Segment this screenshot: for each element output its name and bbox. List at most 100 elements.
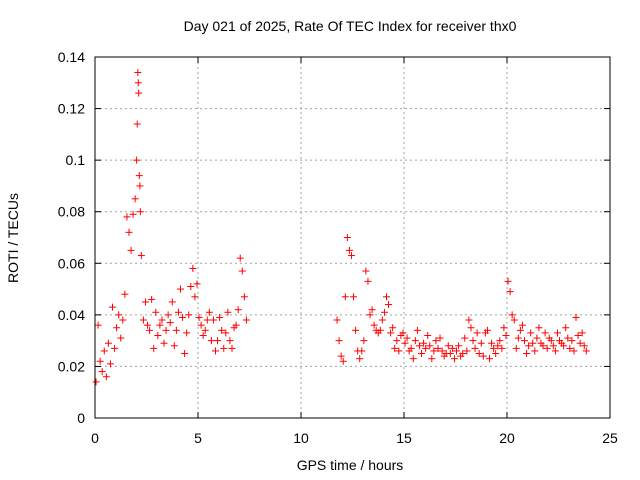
data-point — [518, 321, 526, 329]
data-point — [238, 267, 246, 275]
data-point — [205, 308, 213, 316]
data-point — [139, 316, 147, 324]
data-point — [345, 246, 353, 254]
data-point — [463, 347, 471, 355]
data-point — [170, 342, 178, 350]
data-point — [350, 293, 358, 301]
data-point — [195, 313, 203, 321]
data-point — [512, 344, 520, 352]
data-point — [455, 342, 463, 350]
data-point — [533, 334, 541, 342]
data-point — [572, 313, 580, 321]
data-point — [98, 368, 106, 376]
data-point — [475, 350, 483, 358]
y-tick-label: 0.02 — [58, 358, 85, 374]
data-point — [176, 285, 184, 293]
data-point — [479, 352, 487, 360]
data-point — [496, 337, 504, 345]
x-tick-label: 20 — [499, 430, 515, 446]
data-point — [461, 334, 469, 342]
data-point — [137, 252, 145, 260]
data-point — [214, 337, 222, 345]
data-point — [448, 344, 456, 352]
data-point — [232, 321, 240, 329]
data-point — [150, 344, 158, 352]
data-point — [498, 344, 506, 352]
data-point — [370, 321, 378, 329]
data-point — [158, 316, 166, 324]
data-point — [510, 316, 518, 324]
data-point — [450, 355, 458, 363]
data-point — [352, 326, 360, 334]
x-tick-label: 5 — [194, 430, 202, 446]
y-axis-title: ROTI / TECUs — [5, 193, 21, 283]
data-point — [531, 347, 539, 355]
data-point — [415, 342, 423, 350]
data-point — [127, 246, 135, 254]
data-point — [508, 311, 516, 319]
data-point — [570, 347, 578, 355]
data-point — [574, 331, 582, 339]
y-axis-ticks: 0 0.02 0.04 0.06 0.08 0.1 0.12 0.14 — [58, 49, 610, 426]
chart-title: Day 021 of 2025, Rate Of TEC Index for r… — [184, 18, 517, 34]
data-point — [535, 324, 543, 332]
data-point — [467, 324, 475, 332]
data-point — [183, 329, 191, 337]
y-tick-label: 0.08 — [58, 204, 85, 220]
data-point — [104, 339, 112, 347]
data-point — [203, 316, 211, 324]
x-tick-label: 15 — [396, 430, 412, 446]
data-point — [96, 357, 104, 365]
data-point — [514, 334, 522, 342]
data-point — [453, 347, 461, 355]
data-point — [226, 337, 234, 345]
data-point — [341, 293, 349, 301]
data-point — [483, 326, 491, 334]
data-point — [413, 326, 421, 334]
data-point — [117, 334, 125, 342]
data-point — [160, 339, 168, 347]
data-point — [494, 342, 502, 350]
data-point — [164, 311, 172, 319]
data-point — [156, 321, 164, 329]
data-point — [473, 329, 481, 337]
data-point — [432, 337, 440, 345]
data-point — [387, 329, 395, 337]
data-point — [420, 339, 428, 347]
data-point — [207, 337, 215, 345]
data-point — [500, 324, 508, 332]
data-point — [242, 316, 250, 324]
data-point — [236, 254, 244, 262]
data-point — [409, 355, 417, 363]
data-point — [485, 355, 493, 363]
data-point — [430, 347, 438, 355]
data-point — [228, 344, 236, 352]
data-point — [191, 293, 199, 301]
data-point — [152, 308, 160, 316]
data-point — [459, 350, 467, 358]
data-point — [471, 344, 479, 352]
plot-frame — [94, 56, 611, 419]
data-point — [148, 295, 156, 303]
data-point — [543, 344, 551, 352]
data-point — [222, 329, 230, 337]
data-point — [551, 347, 559, 355]
data-point — [220, 344, 228, 352]
data-point — [174, 308, 182, 316]
data-point — [389, 324, 397, 332]
data-point — [131, 195, 139, 203]
data-point — [141, 298, 149, 306]
data-point — [106, 360, 114, 368]
data-point — [111, 344, 119, 352]
data-point — [576, 339, 584, 347]
y-tick-label: 0.14 — [58, 49, 85, 65]
data-point — [133, 156, 141, 164]
data-point — [391, 344, 399, 352]
data-point — [335, 337, 343, 345]
x-axis-ticks: 0 5 10 15 20 25 — [91, 57, 618, 446]
data-point — [193, 280, 201, 288]
data-point — [378, 316, 386, 324]
data-point — [366, 311, 374, 319]
data-point — [523, 350, 531, 358]
